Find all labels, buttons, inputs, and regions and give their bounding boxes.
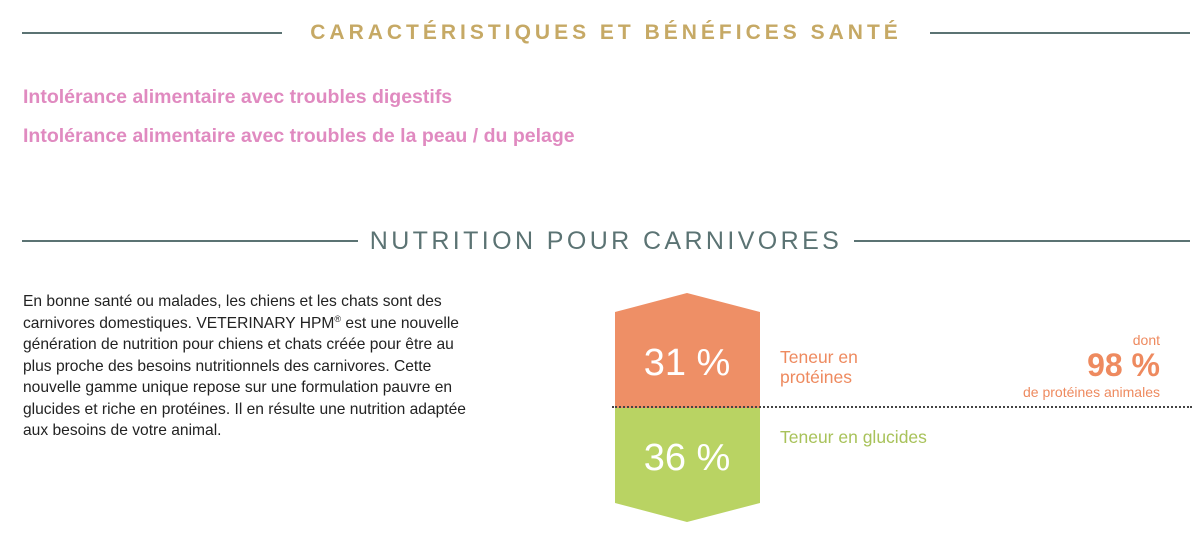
intro-line: glucides et riche en protéines. Il en ré…: [23, 400, 466, 418]
glucides-value-label: 36 %: [644, 437, 731, 479]
health-benefits-heading: CARACTÉRISTIQUES ET BÉNÉFICES SANTÉ: [22, 20, 1191, 46]
intro-line: plus proche des besoins nutritionnels de…: [23, 357, 432, 375]
registered-mark: ®: [334, 313, 342, 324]
intro-line: aux besoins de votre animal.: [23, 422, 222, 439]
protein-bar: [615, 293, 760, 408]
protein-label-line: Teneur en: [780, 347, 858, 367]
intro-line: génération de nutrition pour chiens et c…: [23, 336, 454, 353]
nutrition-intro-paragraph: En bonne santé ou malades, les chiens et…: [23, 291, 583, 442]
heading-divider-left: [22, 240, 358, 242]
glucides-category-label: Teneur en glucides: [780, 427, 927, 447]
heading-divider-right: [854, 240, 1190, 242]
heading-divider-right: [929, 32, 1191, 34]
intro-line: carnivores domestiques. VETERINARY HPM® …: [23, 313, 583, 335]
intro-line: En bonne santé ou malades, les chiens et…: [23, 293, 442, 310]
protein-value-label: 31 %: [644, 342, 731, 384]
animal-protein-prefix: dont: [1132, 332, 1160, 348]
benefit-item-skin-coat: Intolérance alimentaire avec troubles de…: [23, 125, 575, 147]
carnivore-nutrition-title: NUTRITION POUR CARNIVORES: [369, 226, 843, 255]
heading-divider-left: [22, 32, 283, 34]
glucides-bar: [615, 408, 760, 522]
chart-separator-dotted-line: [612, 406, 1192, 408]
carnivore-nutrition-heading: NUTRITION POUR CARNIVORES: [22, 226, 1190, 256]
intro-line-part: est une nouvelle: [341, 314, 459, 332]
intro-line-part: carnivores domestiques. VETERINARY HPM: [23, 314, 335, 332]
animal-protein-value: 98 %: [1087, 347, 1160, 383]
health-benefits-title: CARACTÉRISTIQUES ET BÉNÉFICES SANTÉ: [310, 21, 902, 44]
animal-protein-label: de protéines animales: [1023, 384, 1160, 400]
benefit-item-digestive: Intolérance alimentaire avec troubles di…: [23, 86, 453, 108]
intro-line: nouvelle gamme unique repose sur une for…: [23, 379, 453, 396]
protein-label-line: protéines: [780, 367, 852, 387]
protein-category-label: Teneur en protéines: [780, 347, 858, 387]
